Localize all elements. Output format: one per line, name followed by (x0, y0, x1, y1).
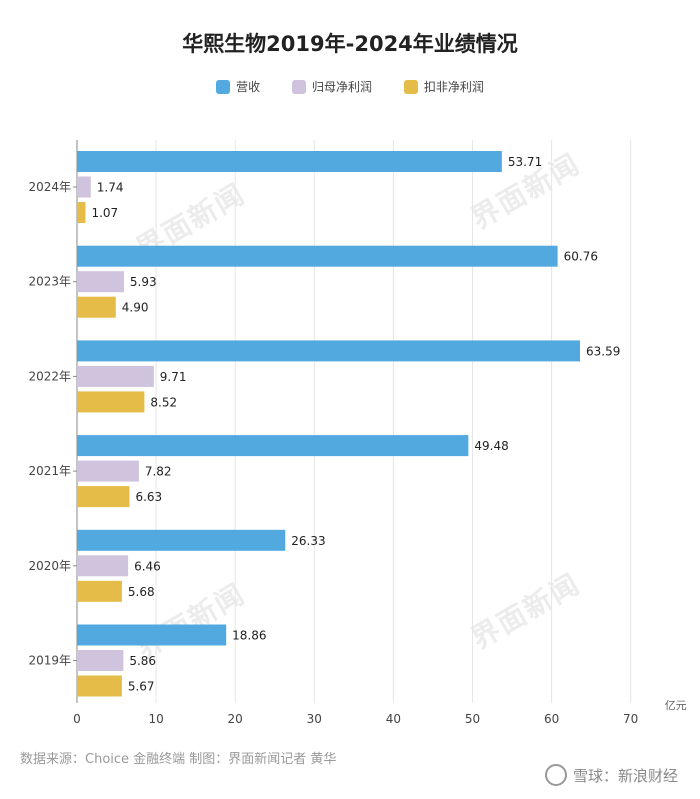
legend-label-revenue: 营收 (236, 80, 261, 94)
x-axis-unit-label: 亿元 (665, 699, 687, 712)
x-tick-label: 40 (386, 712, 401, 726)
legend-label-net-profit: 归母净利润 (311, 80, 372, 94)
bar (77, 460, 139, 482)
footer-brand: 雪球：新浪财经 (544, 764, 678, 786)
bar-value-label: 5.67 (128, 680, 155, 694)
bar-value-label: 4.90 (122, 301, 149, 315)
legend: 营收 归母净利润 扣非净利润 (0, 78, 700, 97)
legend-swatch-revenue (216, 79, 231, 94)
x-tick-label: 60 (544, 712, 559, 726)
y-category-label: 2019年 (28, 654, 71, 668)
bar (77, 176, 91, 198)
bar (77, 151, 502, 172)
y-category-label: 2021年 (28, 464, 71, 478)
bar (77, 271, 124, 293)
bar-value-label: 49.48 (474, 439, 508, 453)
bar (77, 245, 558, 267)
bar-value-label: 5.86 (129, 654, 156, 668)
chart-title: 华熙生物2019年-2024年业绩情况 (182, 32, 518, 56)
snowball-logo-icon (544, 764, 567, 786)
bar (77, 555, 129, 577)
x-tick-label: 20 (228, 712, 243, 726)
bar-value-label: 5.68 (128, 585, 155, 599)
x-tick-label: 10 (148, 712, 163, 726)
bar (77, 486, 130, 508)
x-tick-label: 70 (623, 712, 638, 726)
bar-value-label: 8.52 (150, 395, 177, 409)
x-tick-label: 30 (307, 712, 322, 726)
bar (77, 365, 154, 387)
bar-value-label: 7.82 (145, 465, 172, 479)
bar (77, 650, 124, 671)
bar-value-label: 6.63 (135, 490, 162, 504)
bar-value-label: 9.71 (160, 370, 187, 384)
bar (77, 675, 122, 697)
bar-value-label: 1.74 (97, 181, 124, 195)
source-note: 数据来源：Choice 金融终端 制图：界面新闻记者 黄华 (20, 752, 337, 767)
bar (77, 624, 227, 646)
bar-value-label: 60.76 (564, 250, 598, 264)
bar (77, 202, 86, 223)
footer-brand-text: 雪球：新浪财经 (572, 766, 678, 785)
bar (77, 529, 286, 551)
bar (77, 296, 116, 318)
y-category-label: 2023年 (28, 275, 71, 289)
legend-item-deducted-net-profit[interactable]: 扣非净利润 (403, 78, 484, 95)
bar (77, 391, 145, 413)
bar-value-label: 5.93 (130, 275, 157, 289)
x-tick-label: 50 (465, 712, 480, 726)
legend-item-revenue[interactable]: 营收 (216, 78, 260, 95)
legend-swatch-net-profit (291, 79, 306, 94)
bar-value-label: 18.86 (232, 629, 266, 643)
x-tick-label: 0 (73, 712, 81, 726)
y-category-label: 2022年 (28, 369, 71, 383)
bar (77, 580, 122, 602)
bar-value-label: 1.07 (91, 206, 118, 220)
bar-value-label: 53.71 (508, 155, 542, 169)
bar-chart-plot: 0 10 20 30 40 50 60 70 亿元 2024年 53.71 1.74 1.07 2023年… (28, 140, 687, 726)
bar-value-label: 63.59 (586, 344, 620, 358)
legend-item-net-profit[interactable]: 归母净利润 (291, 78, 372, 95)
y-category-label: 2024年 (28, 180, 71, 194)
legend-swatch-deducted-net-profit (403, 79, 418, 94)
legend-label-deducted-net-profit: 扣非净利润 (423, 80, 484, 94)
y-category-label: 2020年 (28, 559, 71, 573)
bar-value-label: 6.46 (134, 559, 161, 573)
bar (77, 340, 580, 362)
bar-value-label: 26.33 (291, 534, 325, 548)
bar (77, 435, 469, 457)
